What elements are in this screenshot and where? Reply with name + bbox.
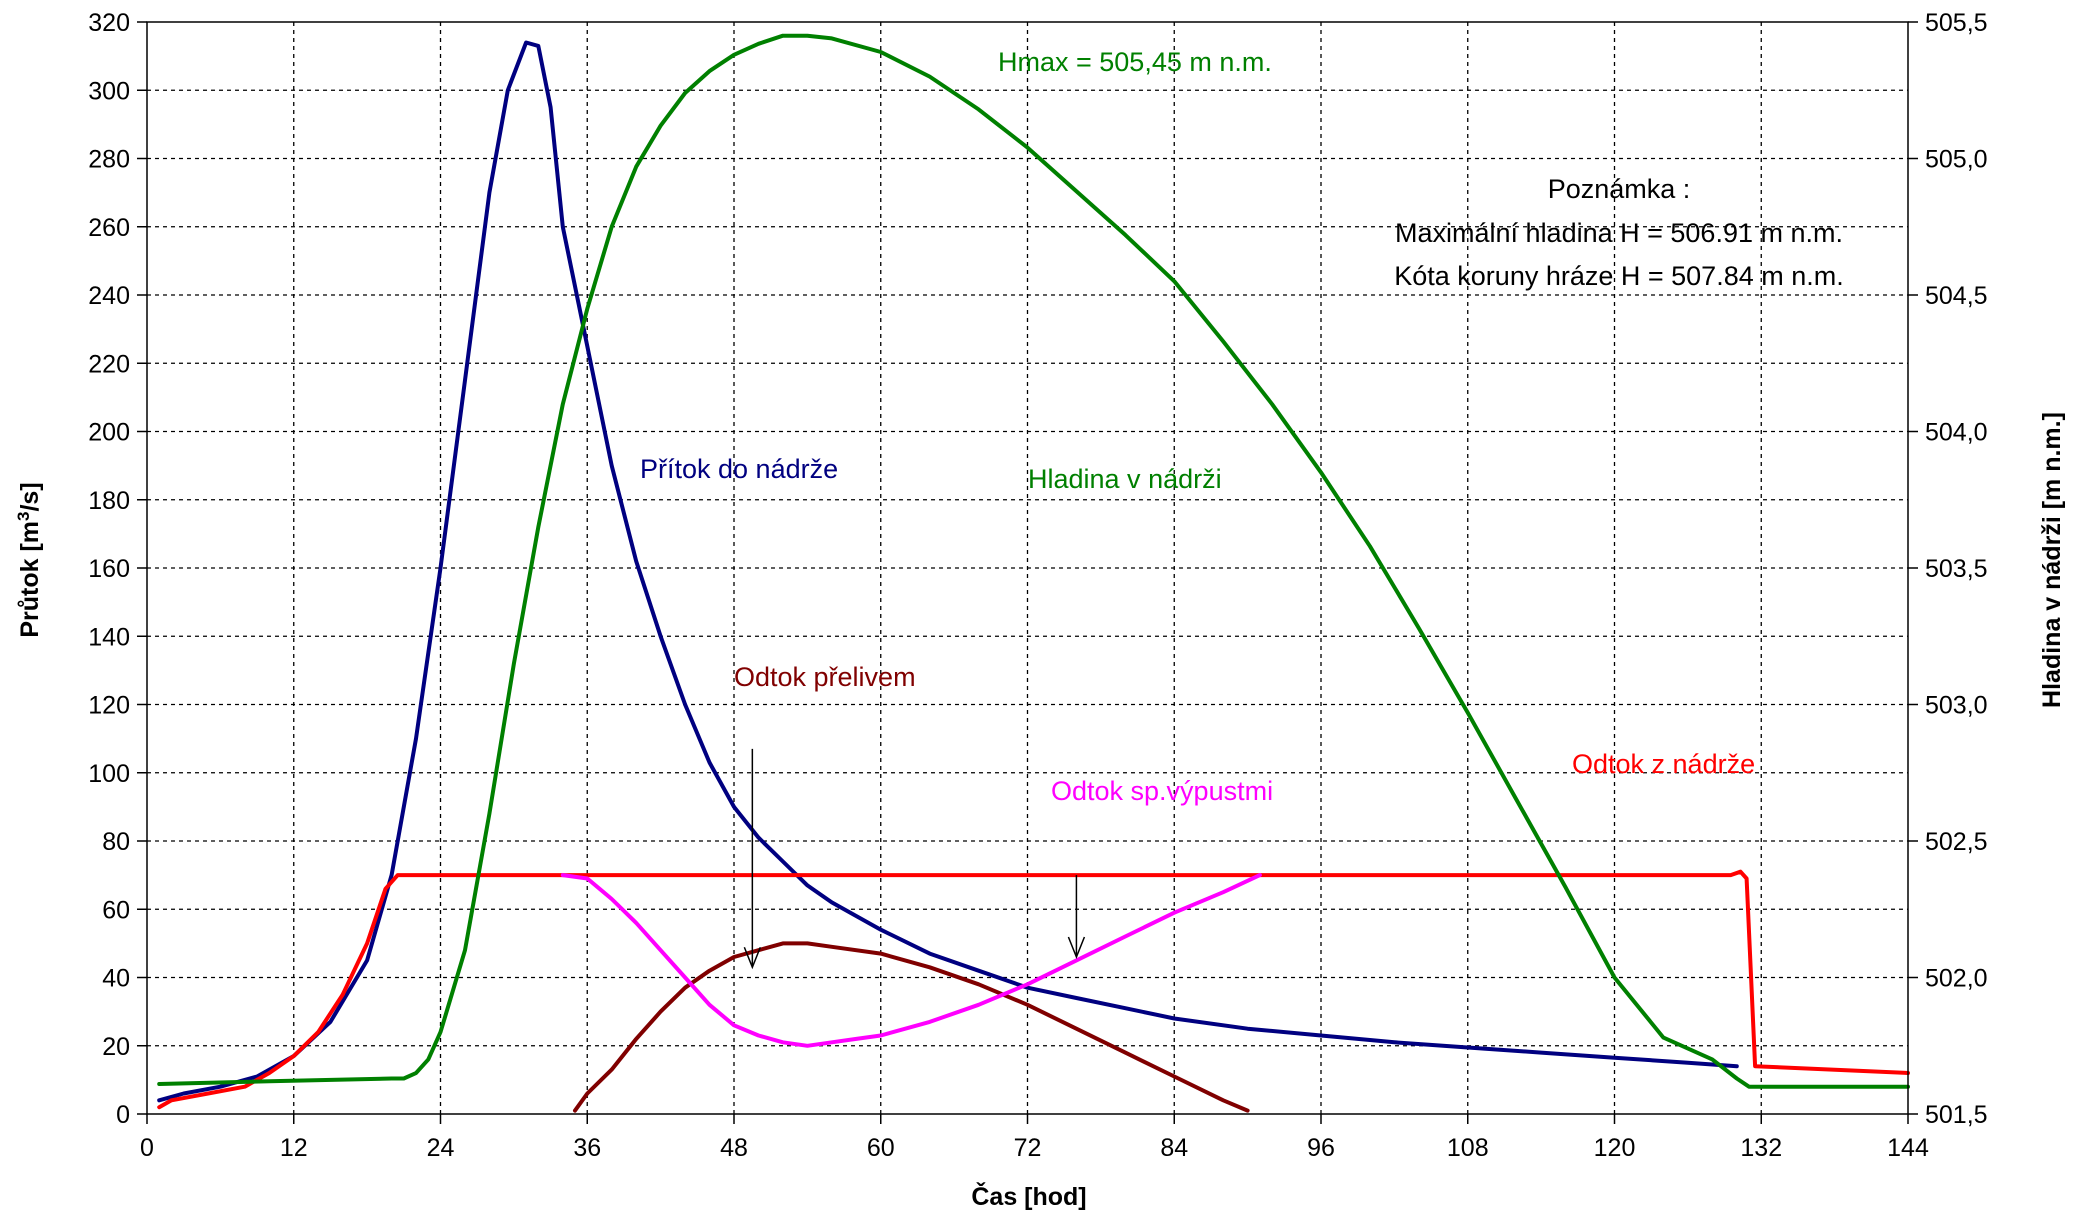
arrow-head [743,946,762,970]
x-tick-label: 120 [1594,1134,1636,1162]
x-tick-label: 60 [867,1134,895,1162]
note-box: Poznámka : Maximální hladina H = 506.91 … [1394,174,1843,291]
x-tick-label: 12 [280,1134,308,1162]
y-right-tick-label: 503,0 [1925,692,1988,720]
x-tick-label: 132 [1740,1134,1782,1162]
series-line [560,873,1262,1048]
note-title: Poznámka : [1548,174,1691,204]
y-left-tick-label: 60 [102,896,130,924]
x-tick-label: 36 [573,1134,601,1162]
y-axis-left-title: Průtok [m3/s] [14,482,44,637]
y-right-tick-label: 503,5 [1925,555,1988,583]
x-tick-label: 24 [427,1134,455,1162]
x-tick-label: 72 [1014,1134,1042,1162]
label-hmax: Hmax = 505,45 m n.m. [998,47,1272,77]
series-lines [157,33,1910,1113]
series-line [573,941,1250,1113]
x-axis: 0 12 24 36 48 60 72 84 96 108 120 132 144 [140,1114,1929,1162]
y-left-tick-label: 220 [88,350,130,378]
label-spillway: Odtok přelivem [734,662,916,692]
x-tick-label: 108 [1447,1134,1489,1162]
y-left-tick-label: 260 [88,214,130,242]
x-tick-label: 48 [720,1134,748,1162]
label-level: Hladina v nádrži [1028,464,1222,494]
y-left-tick-label: 0 [116,1101,130,1129]
y-left-tick-label: 40 [102,965,130,993]
y-left-tick-label: 160 [88,555,130,583]
y-right-tick-label: 502,5 [1925,828,1988,856]
y-right-tick-label: 504,0 [1925,419,1988,447]
x-tick-label: 96 [1307,1134,1335,1162]
y-left-title-base: Průtok [m [16,521,44,638]
x-axis-title: Čas [hod] [971,1181,1086,1211]
y-right-tick-label: 505,0 [1925,146,1988,174]
label-outlets: Odtok sp.výpustmi [1051,776,1273,806]
note-line-2: Kóta koruny hráze H = 507.84 m n.m. [1394,261,1843,291]
series-line [157,40,1739,1103]
grid [147,22,1908,1114]
y-left-tick-label: 100 [88,760,130,788]
series-line [157,33,1910,1089]
note-line-1: Maximální hladina H = 506.91 m n.m. [1395,218,1843,248]
arrow-head [1067,936,1086,960]
y-left-tick-label: 240 [88,282,130,310]
x-tick-label: 0 [140,1134,154,1162]
y-right-tick-label: 502,0 [1925,965,1988,993]
x-tick-label: 144 [1887,1134,1929,1162]
series-line [157,869,1910,1110]
label-inflow: Přítok do nádrže [640,454,838,484]
x-tick-label: 84 [1160,1134,1188,1162]
y-left-tick-label: 300 [88,77,130,105]
y-left-title-sup: 3 [14,512,33,521]
label-outflow: Odtok z nádrže [1572,749,1755,779]
y-right-tick-label: 505,5 [1925,9,1988,37]
annotation-arrows [743,748,1086,970]
y-right-tick-label: 501,5 [1925,1101,1988,1129]
y-left-tick-label: 80 [102,828,130,856]
y-left-tick-label: 320 [88,9,130,37]
y-right-tick-label: 504,5 [1925,282,1988,310]
y-left-tick-label: 140 [88,623,130,651]
y-left-tick-label: 280 [88,146,130,174]
y-left-tick-label: 180 [88,487,130,515]
y-left-title-tail: /s] [16,482,44,511]
y-left-tick-label: 120 [88,692,130,720]
y-axis-right-title: Hladina v nádrži [m n.m.] [2038,412,2066,708]
y-left-tick-label: 20 [102,1033,130,1061]
y-axis-left: 0 20 40 60 80 100 120 140 160 180 200 220 240 260 280 3… [88,9,147,1129]
y-axis-right: 501,5 502,0 502,5 503,0 503,5 504,0 504,5 505,0… [1908,9,1988,1129]
y-left-tick-label: 200 [88,419,130,447]
